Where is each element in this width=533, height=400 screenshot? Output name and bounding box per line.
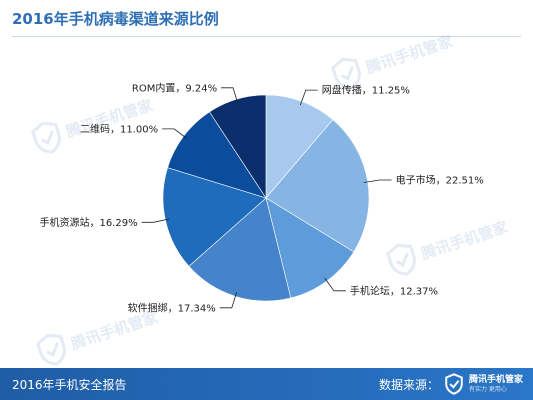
footer-brand-name: 腾讯手机管家 — [468, 374, 523, 385]
footer-report-title: 2016年手机安全报告 — [12, 378, 127, 392]
footer-brand: 腾讯手机管家 有实力 更用心 — [468, 374, 523, 393]
pie-leader-line — [324, 277, 346, 292]
pie-leader-line — [363, 179, 392, 183]
pie-labels: 网盘传播，11.25% 电子市场，22.51% 手机论坛，12.37% 软件捆绑，17… — [39, 81, 483, 314]
pie-leader-line — [299, 89, 318, 106]
pie-slice-label: 二维码，11.00% — [80, 122, 158, 135]
pie-slices — [162, 94, 370, 302]
shield-check-icon — [445, 373, 463, 395]
footer-source-label: 数据来源： — [378, 377, 439, 392]
pie-leader-line — [221, 87, 239, 104]
pie-leader-line — [219, 292, 237, 309]
page-title: 2016年手机病毒渠道来源比例 — [12, 10, 219, 28]
pie-slice-label: 电子市场，22.51% — [396, 174, 484, 187]
title-divider — [12, 36, 521, 37]
pie-leader-line — [141, 218, 170, 223]
footer-bar: 2016年手机安全报告 数据来源： 腾讯手机管家 有实力 更用心 — [0, 368, 533, 400]
footer-brand-tagline: 有实力 更用心 — [468, 385, 507, 393]
pie-slice-label: 网盘传播，11.25% — [322, 84, 410, 97]
pie-leader-line — [162, 128, 188, 139]
footer-source: 数据来源： 腾讯手机管家 有实力 更用心 — [379, 373, 523, 395]
pie-slice-label: 手机论坛，12.37% — [350, 284, 438, 297]
pie-slice-label: ROM内置，9.24% — [132, 81, 217, 94]
pie-slice-label: 手机资源站，16.29% — [39, 216, 137, 229]
pie-slice-label: 软件捆绑，17.34% — [128, 301, 216, 314]
pie-chart: 网盘传播，11.25% 电子市场，22.51% 手机论坛，12.37% 软件捆绑，17… — [39, 81, 483, 314]
